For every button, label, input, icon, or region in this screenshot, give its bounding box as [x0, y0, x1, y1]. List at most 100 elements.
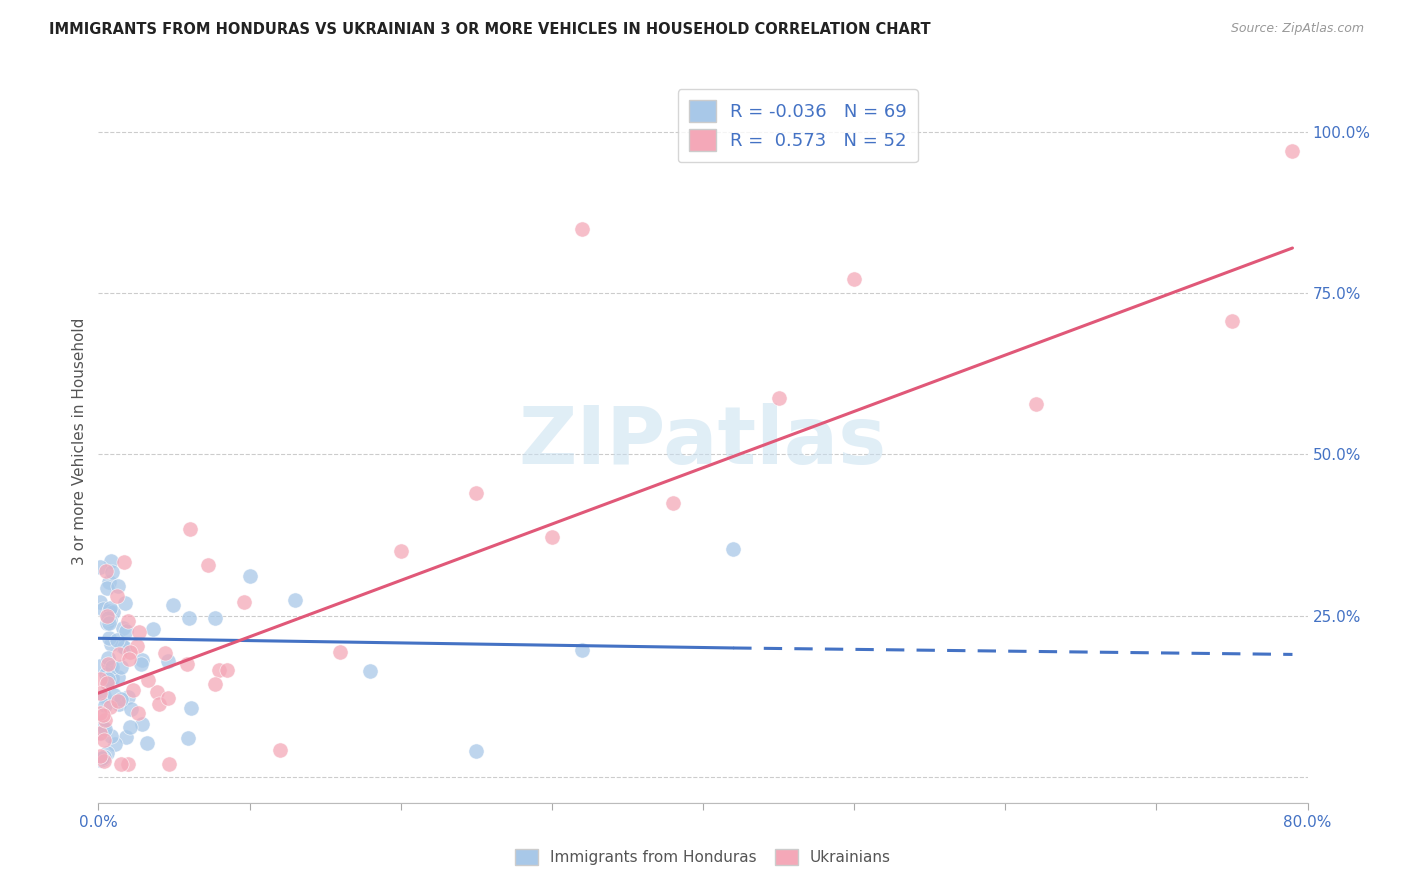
Point	[115, 730, 138, 744]
Point	[112, 555, 135, 569]
Point	[117, 690, 139, 705]
Point	[114, 596, 136, 610]
Point	[89, 725, 111, 739]
Point	[91, 602, 114, 616]
Point	[97, 616, 120, 631]
Text: Source: ZipAtlas.com: Source: ZipAtlas.com	[1230, 22, 1364, 36]
Point	[107, 647, 129, 661]
Point	[98, 632, 121, 646]
Point	[89, 686, 111, 700]
Point	[208, 663, 231, 677]
Point	[1281, 145, 1303, 159]
Point	[97, 651, 120, 665]
Point	[97, 575, 120, 590]
Point	[98, 604, 121, 618]
Point	[89, 595, 111, 609]
Point	[571, 643, 593, 657]
Point	[111, 640, 134, 654]
Point	[153, 646, 176, 660]
Text: ZIPatlas: ZIPatlas	[519, 402, 887, 481]
Point	[1220, 313, 1243, 327]
Point	[96, 676, 118, 690]
Text: IMMIGRANTS FROM HONDURAS VS UKRAINIAN 3 OR MORE VEHICLES IN HOUSEHOLD CORRELATIO: IMMIGRANTS FROM HONDURAS VS UKRAINIAN 3 …	[49, 22, 931, 37]
Point	[180, 700, 202, 714]
Point	[146, 685, 169, 699]
Point	[157, 757, 180, 772]
Point	[204, 676, 226, 690]
Point	[117, 757, 139, 772]
Point	[107, 694, 129, 708]
Point	[110, 691, 132, 706]
Point	[162, 598, 184, 612]
Point	[723, 542, 745, 557]
Point	[389, 544, 412, 558]
Point	[98, 600, 121, 615]
Point	[179, 522, 201, 536]
Point	[284, 592, 307, 607]
Point	[103, 688, 125, 702]
Point	[110, 757, 132, 772]
Point	[239, 569, 262, 583]
Point	[97, 611, 120, 625]
Point	[101, 672, 124, 686]
Point	[93, 689, 115, 703]
Point	[131, 653, 153, 667]
Point	[101, 659, 124, 673]
Point	[148, 697, 170, 711]
Point	[360, 664, 382, 678]
Point	[93, 754, 115, 768]
Point	[465, 744, 488, 758]
Point	[97, 672, 120, 686]
Point	[844, 272, 866, 286]
Point	[118, 645, 141, 659]
Point	[101, 565, 124, 579]
Point	[91, 720, 114, 734]
Point	[120, 720, 142, 734]
Point	[100, 637, 122, 651]
Point	[96, 676, 118, 690]
Point	[110, 660, 132, 674]
Point	[176, 657, 198, 671]
Point	[540, 531, 562, 545]
Point	[105, 632, 128, 647]
Point	[127, 706, 149, 720]
Point	[156, 654, 179, 668]
Point	[768, 392, 790, 406]
Point	[91, 750, 114, 764]
Legend: Immigrants from Honduras, Ukrainians: Immigrants from Honduras, Ukrainians	[509, 843, 897, 871]
Point	[661, 496, 683, 510]
Point	[91, 752, 114, 766]
Point	[96, 581, 118, 595]
Point	[465, 485, 488, 500]
Point	[104, 737, 127, 751]
Point	[96, 609, 118, 624]
Point	[105, 589, 128, 603]
Point	[98, 699, 121, 714]
Point	[177, 731, 200, 745]
Point	[94, 713, 117, 727]
Point	[204, 611, 226, 625]
Point	[115, 624, 138, 638]
Point	[93, 733, 115, 747]
Point	[571, 221, 593, 235]
Y-axis label: 3 or more Vehicles in Household: 3 or more Vehicles in Household	[72, 318, 87, 566]
Point	[100, 554, 122, 568]
Point	[91, 708, 114, 723]
Point	[89, 753, 111, 767]
Point	[90, 726, 112, 740]
Point	[94, 722, 117, 736]
Point	[128, 625, 150, 640]
Point	[89, 560, 111, 574]
Point	[108, 698, 131, 712]
Point	[179, 611, 201, 625]
Point	[101, 605, 124, 619]
Point	[96, 616, 118, 631]
Point	[1024, 397, 1046, 411]
Point	[89, 748, 111, 763]
Point	[111, 621, 134, 635]
Point	[93, 698, 115, 713]
Legend: R = -0.036   N = 69, R =  0.573   N = 52: R = -0.036 N = 69, R = 0.573 N = 52	[678, 89, 918, 162]
Point	[89, 659, 111, 673]
Point	[131, 657, 153, 671]
Point	[329, 645, 352, 659]
